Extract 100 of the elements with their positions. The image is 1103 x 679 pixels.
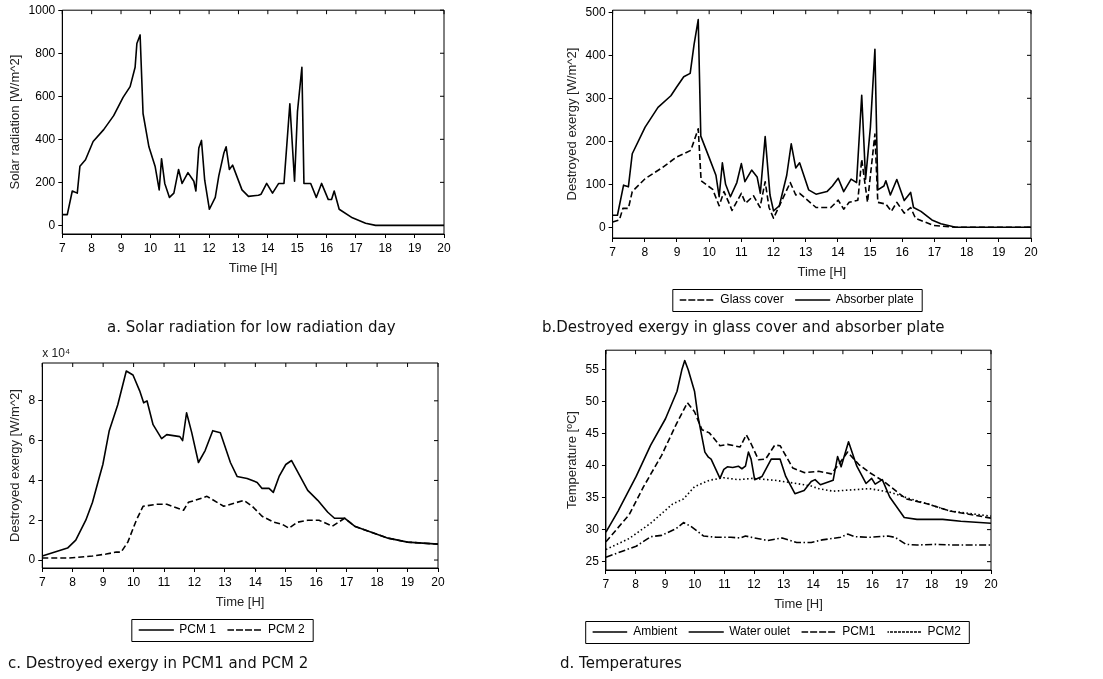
x-tick-label: 9 bbox=[673, 244, 681, 259]
x-axis-title: Time [H] bbox=[215, 593, 265, 609]
y-tick-label: 1000 bbox=[28, 2, 56, 17]
x-tick-label: 7 bbox=[58, 240, 66, 255]
y-axis-title: Destroyed exergy [W/m^2] bbox=[564, 47, 580, 201]
y-axis-title: Temperature [ºC] bbox=[564, 411, 580, 510]
y-axis-title: Solar radiation [W/m^2] bbox=[7, 54, 23, 190]
x-tick-label: 20 bbox=[984, 576, 998, 591]
legend-label: PCM 2 bbox=[268, 622, 305, 637]
x-tick-label: 15 bbox=[290, 240, 305, 255]
legend-label: PCM2 bbox=[927, 624, 962, 639]
x-tick-label: 14 bbox=[248, 574, 263, 589]
y-tick-label: 500 bbox=[585, 4, 606, 19]
legend-label: Absorber plate bbox=[835, 292, 915, 307]
y-tick-label: 30 bbox=[585, 521, 600, 536]
y-tick-label: 40 bbox=[585, 457, 600, 472]
x-tick-label: 14 bbox=[806, 576, 821, 591]
x-tick-label: 20 bbox=[431, 574, 445, 589]
y-tick-label: 6 bbox=[28, 432, 36, 447]
x-tick-label: 10 bbox=[143, 240, 158, 255]
x-tick-label: 18 bbox=[925, 576, 939, 591]
x-tick-label: 10 bbox=[688, 576, 702, 591]
y-tick-label: 400 bbox=[35, 131, 56, 146]
x-tick-label: 17 bbox=[349, 240, 363, 255]
x-tick-label: 11 bbox=[157, 574, 171, 589]
legend-label: PCM 1 bbox=[179, 622, 217, 637]
x-tick-label: 18 bbox=[378, 240, 393, 255]
y-tick-label: 0 bbox=[598, 219, 606, 234]
x-tick-label: 15 bbox=[836, 576, 850, 591]
x-tick-label: 17 bbox=[927, 244, 942, 259]
x-tick-label: 19 bbox=[407, 240, 422, 255]
text: d. Temperatures bbox=[560, 654, 682, 672]
x-tick-label: 8 bbox=[641, 244, 649, 259]
x-tick-label: 13 bbox=[799, 244, 813, 259]
x-tick-label: 16 bbox=[895, 244, 910, 259]
y-tick-label: 800 bbox=[35, 45, 56, 60]
x-tick-label: 7 bbox=[602, 576, 610, 591]
y-tick-label: 45 bbox=[585, 425, 600, 440]
y-tick-label: 300 bbox=[585, 90, 606, 105]
x-tick-label: 12 bbox=[747, 576, 762, 591]
x-tick-label: 11 bbox=[735, 244, 748, 259]
x-tick-label: 16 bbox=[319, 240, 334, 255]
x-tick-label: 15 bbox=[279, 574, 293, 589]
y-tick-label: 200 bbox=[585, 133, 606, 148]
text: c. Destroyed exergy in PCM1 and PCM 2 bbox=[8, 654, 309, 672]
x-tick-label: 20 bbox=[1024, 244, 1038, 259]
y-axis-title: Destroyed exergy [W/m^2] bbox=[7, 389, 23, 542]
text: x 10⁴ bbox=[42, 346, 71, 361]
x-tick-label: 13 bbox=[776, 576, 791, 591]
legend-label: Glass cover bbox=[720, 292, 784, 307]
x-tick-label: 10 bbox=[126, 574, 141, 589]
x-tick-label: 9 bbox=[99, 574, 107, 589]
y-tick-label: 25 bbox=[585, 553, 600, 568]
x-tick-label: 19 bbox=[400, 574, 415, 589]
x-tick-label: 15 bbox=[863, 244, 878, 259]
legend-label: Water oulet bbox=[729, 624, 791, 639]
legend-label: Ambient bbox=[633, 624, 678, 639]
y-tick-label: 55 bbox=[585, 361, 600, 376]
y-tick-label: 35 bbox=[585, 489, 600, 504]
x-tick-label: 17 bbox=[340, 574, 354, 589]
x-tick-label: 10 bbox=[702, 244, 717, 259]
y-tick-label: 50 bbox=[585, 393, 600, 408]
legend-label: PCM1 bbox=[842, 624, 876, 639]
y-tick-label: 8 bbox=[28, 393, 36, 408]
x-tick-label: 7 bbox=[609, 244, 617, 259]
x-tick-label: 8 bbox=[69, 574, 77, 589]
x-tick-label: 11 bbox=[173, 240, 187, 255]
x-tick-label: 12 bbox=[187, 574, 202, 589]
x-tick-label: 9 bbox=[661, 576, 669, 591]
y-tick-label: 200 bbox=[35, 174, 56, 189]
x-tick-label: 9 bbox=[117, 240, 125, 255]
x-tick-label: 14 bbox=[261, 240, 275, 255]
y-tick-label: 400 bbox=[585, 47, 606, 62]
y-tick-label: 100 bbox=[585, 176, 606, 191]
x-tick-label: 16 bbox=[865, 576, 880, 591]
x-axis-title: Time [H] bbox=[774, 595, 823, 611]
x-tick-label: 14 bbox=[831, 244, 845, 259]
text: b.Destroyed exergy in glass cover and absorber plate bbox=[542, 318, 945, 336]
x-tick-label: 17 bbox=[895, 576, 910, 591]
x-tick-label: 16 bbox=[309, 574, 324, 589]
x-tick-label: 18 bbox=[959, 244, 974, 259]
x-tick-label: 8 bbox=[632, 576, 640, 591]
y-tick-label: 4 bbox=[28, 472, 36, 487]
text: a. Solar radiation for low radiation day bbox=[107, 318, 396, 336]
y-tick-label: 600 bbox=[35, 88, 56, 103]
x-tick-label: 20 bbox=[437, 240, 451, 255]
x-tick-label: 11 bbox=[718, 576, 731, 591]
x-axis-title: Time [H] bbox=[797, 263, 847, 279]
x-axis-title: Time [H] bbox=[228, 259, 278, 275]
x-tick-label: 8 bbox=[88, 240, 96, 255]
x-tick-label: 19 bbox=[954, 576, 969, 591]
y-tick-label: 0 bbox=[28, 552, 36, 567]
x-tick-label: 18 bbox=[370, 574, 385, 589]
x-tick-label: 13 bbox=[218, 574, 232, 589]
x-tick-label: 12 bbox=[766, 244, 781, 259]
x-tick-label: 7 bbox=[38, 574, 46, 589]
y-tick-label: 2 bbox=[28, 512, 36, 527]
x-tick-label: 13 bbox=[231, 240, 246, 255]
y-tick-label: 0 bbox=[48, 217, 56, 232]
x-tick-label: 12 bbox=[202, 240, 217, 255]
